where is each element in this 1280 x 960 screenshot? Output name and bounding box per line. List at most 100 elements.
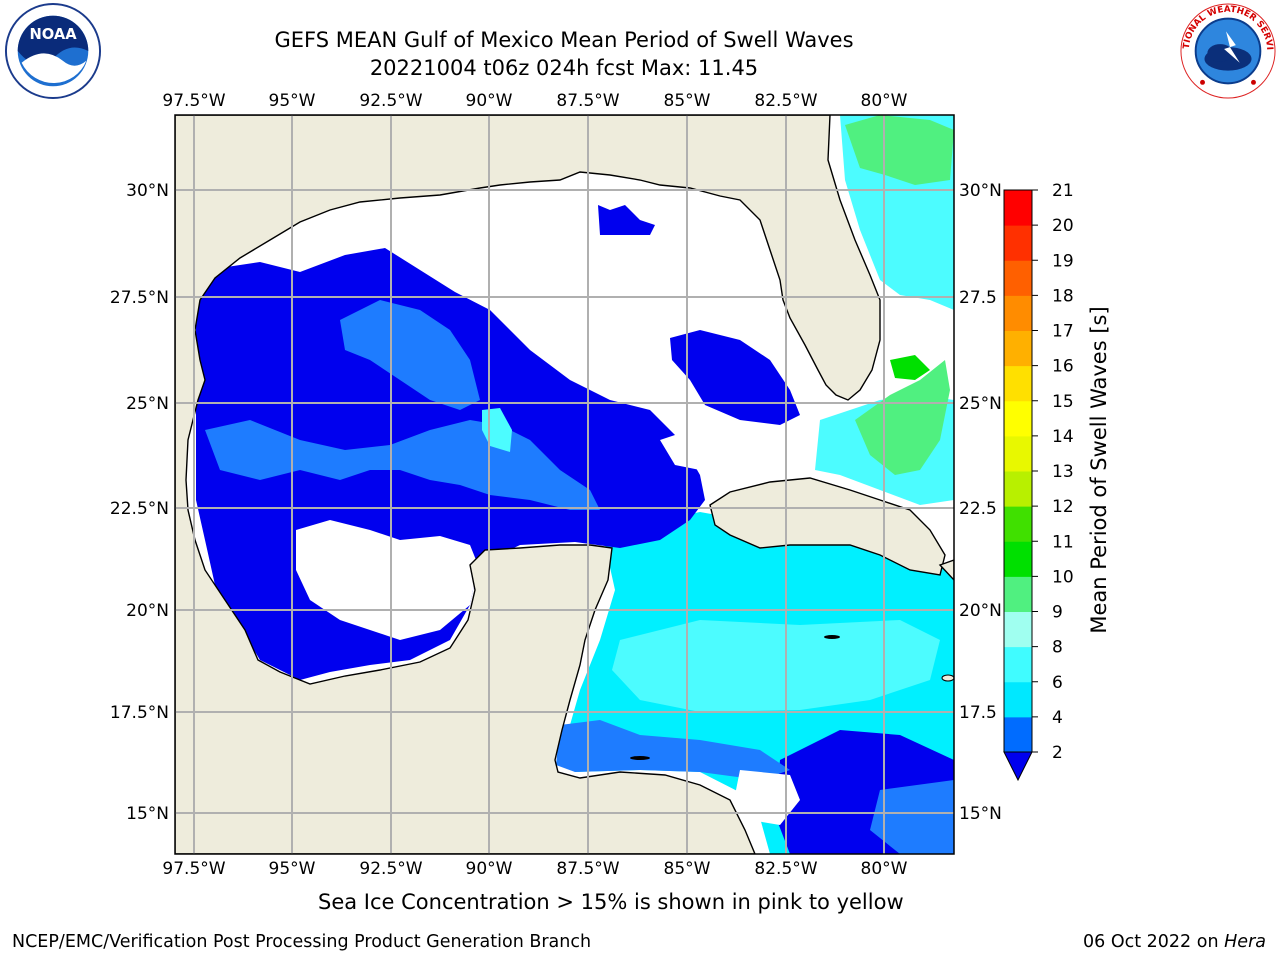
gridlines: [175, 115, 954, 854]
lon-label-bottom: 95°W: [269, 859, 316, 879]
colorbar-label: Mean Period of Swell Waves [s]: [1087, 306, 1111, 633]
colorbar-tick-label: 12: [1052, 497, 1074, 517]
noaa-logo: NOAA: [4, 2, 102, 100]
lon-label-top: 90°W: [466, 91, 513, 111]
lat-label-left: 25°N: [126, 394, 169, 414]
colorbar-tick-label: 8: [1052, 638, 1063, 658]
lat-label-left: 20°N: [126, 601, 169, 621]
lat-label-right: 20°N: [959, 601, 1002, 621]
map-plot-area: [175, 115, 954, 854]
colorbar-segment: [1004, 225, 1032, 261]
lon-label-bottom: 80°W: [861, 859, 908, 879]
colorbar-tick-label: 11: [1052, 532, 1074, 552]
colorbar-segment: [1004, 541, 1032, 577]
colorbar-segment: [1004, 365, 1032, 402]
colorbar-segment: [1004, 716, 1032, 753]
swell-field-light-cyan-caribbean: [612, 620, 940, 712]
colorbar-tick-label: 21: [1052, 181, 1074, 201]
lat-label-right: 25°N: [959, 394, 1002, 414]
colorbar-segment: [1004, 681, 1032, 718]
colorbar-tick-label: 4: [1052, 708, 1063, 728]
lon-label-bottom: 97.5°W: [162, 859, 225, 879]
lat-labels-left: 30°N 27.5°N 25°N 22.5°N 20°N 17.5°N 15°N: [110, 181, 169, 824]
swell-field-blue-florida-west: [670, 330, 800, 425]
lat-label-left: 27.5°N: [110, 288, 169, 308]
colorbar-segment: [1004, 435, 1032, 472]
island-jamaica: [941, 674, 954, 682]
colorbar-tick-label: 20: [1052, 216, 1074, 236]
swell-field-green-atlantic-north: [845, 115, 954, 185]
lon-labels-top: 97.5°W 95°W 92.5°W 90°W 87.5°W 85°W 82.5…: [162, 91, 907, 111]
colorbar-ticks: 2 4 6 8 9 10 11 12 13 14 15 16 17 18 19 20 21: [1032, 181, 1074, 763]
land-masses: [175, 115, 954, 854]
date-text: 06 Oct 2022 on: [1083, 932, 1219, 952]
lat-labels-right: 30°N 27.5 25°N 22.5 20°N 17.5 15°N: [959, 181, 1002, 824]
host-text: Hera: [1224, 932, 1266, 952]
sea-ice-note: Sea Ice Concentration > 15% is shown in …: [318, 890, 904, 914]
colorbar-tick-label: 17: [1052, 322, 1074, 342]
swell-field-green-bahamas: [855, 360, 950, 475]
lon-label-top: 97.5°W: [162, 91, 225, 111]
colorbar: [1003, 189, 1033, 782]
lat-label-right: 27.5: [959, 288, 997, 308]
no-swell-region-southeast-gulf: [660, 425, 815, 475]
swell-field-bright-green-bahamas: [890, 355, 930, 380]
colorbar-segment: [1004, 646, 1032, 683]
colorbar-tick-label: 9: [1052, 603, 1063, 623]
noaa-logo-text: NOAA: [29, 26, 77, 43]
lat-label-right: 22.5: [959, 499, 997, 519]
colorbar-tick-label: 15: [1052, 392, 1074, 412]
lon-label-top: 92.5°W: [359, 91, 422, 111]
island-roatan: [630, 756, 650, 760]
lon-label-top: 85°W: [664, 91, 711, 111]
no-swell-region-cuba-south: [735, 770, 800, 825]
colorbar-segment: [1004, 260, 1032, 296]
land-hispaniola-edge: [938, 559, 954, 582]
land-north-america: [175, 115, 881, 854]
swell-field-medium-blue-east: [870, 780, 954, 854]
colorbar-extend-arrow: [1003, 751, 1033, 782]
map-frame: [174, 114, 955, 855]
lon-label-top: 87.5°W: [556, 91, 619, 111]
lat-label-right: 30°N: [959, 181, 1002, 201]
swell-field-blue-northeast-gulf: [598, 205, 655, 235]
colorbar-segment: [1004, 576, 1032, 612]
colorbar-tick-label: 13: [1052, 462, 1074, 482]
lon-label-bottom: 90°W: [466, 859, 513, 879]
swell-field-medium-blue-central: [340, 300, 480, 410]
chart-title: GEFS MEAN Gulf of Mexico Mean Period of …: [274, 28, 854, 52]
lon-label-top: 80°W: [861, 91, 908, 111]
lon-label-bottom: 85°W: [664, 859, 711, 879]
lon-label-bottom: 82.5°W: [754, 859, 817, 879]
colorbar-tick-label: 19: [1052, 251, 1074, 271]
colorbar-segment: [1004, 611, 1032, 648]
lat-label-right: 17.5: [959, 703, 997, 723]
lat-label-right: 15°N: [959, 804, 1002, 824]
island-cayman: [824, 635, 840, 639]
lon-label-bottom: 87.5°W: [556, 859, 619, 879]
colorbar-segment: [1004, 400, 1032, 437]
lon-label-top: 82.5°W: [754, 91, 817, 111]
colorbar-tick-label: 14: [1052, 427, 1074, 447]
colorbar-segment: [1004, 471, 1032, 507]
lon-label-bottom: 92.5°W: [359, 859, 422, 879]
date-stamp: 06 Oct 2022 on Hera: [1083, 932, 1266, 952]
colorbar-segment: [1004, 190, 1032, 226]
lat-label-left: 17.5°N: [110, 703, 169, 723]
land-cuba: [709, 477, 946, 576]
colorbar-segment: [1004, 506, 1032, 542]
lat-label-left: 15°N: [126, 804, 169, 824]
chart-subtitle: 20221004 t06z 024h fcst Max: 11.45: [369, 56, 759, 80]
colorbar-tick-label: 2: [1052, 743, 1063, 763]
lon-labels-bottom: 97.5°W 95°W 92.5°W 90°W 87.5°W 85°W 82.5…: [162, 859, 907, 879]
colorbar-segment: [1004, 295, 1032, 331]
colorbar-tick-label: 18: [1052, 286, 1074, 306]
nws-logo: NATIONAL WEATHER SERVICE: [1178, 2, 1276, 99]
colorbar-tick-label: 6: [1052, 673, 1063, 693]
lat-label-left: 22.5°N: [110, 499, 169, 519]
credit-text: NCEP/EMC/Verification Post Processing Pr…: [12, 932, 592, 952]
lat-label-left: 30°N: [126, 181, 169, 201]
islands: [630, 635, 954, 760]
colorbar-segment: [1004, 330, 1032, 367]
